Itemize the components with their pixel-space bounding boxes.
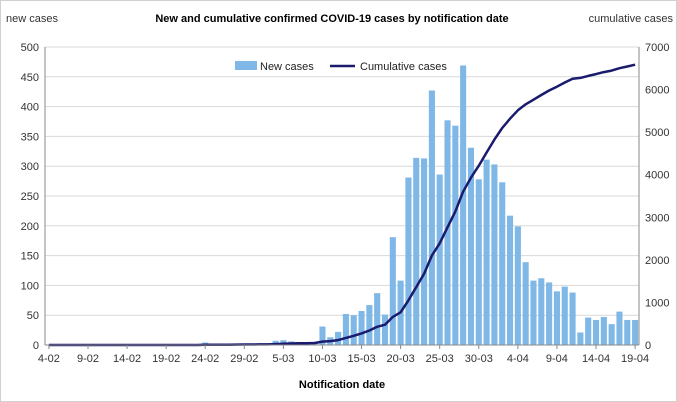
x-tick-label: 19-02 (152, 353, 180, 365)
x-tick-label: 9-04 (546, 353, 568, 365)
right-axis-label: cumulative cases (589, 13, 674, 25)
left-tick-label: 450 (21, 72, 39, 84)
bar-new-cases (460, 65, 467, 345)
bar-new-cases (538, 278, 545, 345)
bar-new-cases (467, 147, 475, 345)
bar-new-cases (358, 311, 365, 345)
x-tick-label: 30-03 (465, 353, 493, 365)
bar-new-cases (374, 293, 381, 345)
bar-new-cases (600, 316, 607, 345)
legend: New cases Cumulative cases (235, 61, 447, 73)
bar-new-cases (413, 157, 420, 345)
bar-new-cases (577, 332, 584, 345)
right-tick-label: 7000 (645, 42, 669, 54)
x-tick-label: 14-02 (113, 353, 141, 365)
right-axis-ticks: 0 1000 2000 3000 4000 5000 6000 7000 (645, 42, 669, 352)
left-tick-label: 200 (21, 221, 39, 233)
x-tick-label: 9-02 (77, 353, 99, 365)
bar-new-cases (444, 120, 451, 345)
bar-new-cases (428, 90, 435, 346)
bar-new-cases (342, 314, 349, 345)
left-tick-label: 350 (21, 131, 39, 143)
bar-new-cases (436, 174, 443, 345)
left-tick-label: 0 (33, 340, 39, 352)
bar-new-cases (569, 292, 576, 345)
bar-new-cases (350, 315, 357, 345)
legend-label-cumulative: Cumulative cases (360, 61, 447, 73)
axes (44, 47, 640, 346)
x-tick-label: 5-03 (272, 353, 294, 365)
chart-title: New and cumulative confirmed COVID-19 ca… (155, 13, 508, 25)
bar-new-cases (452, 125, 459, 345)
new-cases-bars (202, 65, 639, 346)
x-tick-label: 29-02 (230, 353, 258, 365)
bar-new-cases (522, 262, 529, 345)
bar-new-cases (514, 226, 521, 345)
left-tick-label: 500 (21, 42, 39, 54)
x-tick-label: 10-03 (308, 353, 336, 365)
bar-new-cases (335, 331, 342, 345)
x-tick-label: 25-03 (426, 353, 454, 365)
right-tick-label: 5000 (645, 127, 669, 139)
bar-new-cases (561, 286, 568, 345)
right-tick-label: 2000 (645, 255, 669, 267)
x-tick-label: 4-02 (38, 353, 60, 365)
left-tick-label: 50 (27, 310, 39, 322)
bar-new-cases (475, 179, 482, 345)
x-tick-label: 15-03 (347, 353, 375, 365)
right-tick-label: 6000 (645, 85, 669, 97)
bar-new-cases (499, 182, 506, 345)
x-tick-label: 24-02 (191, 353, 219, 365)
left-tick-label: 300 (21, 161, 39, 173)
legend-swatch-new-cases (235, 61, 257, 70)
x-axis-label: Notification date (299, 379, 385, 391)
bar-new-cases (530, 280, 537, 345)
bar-new-cases (381, 314, 389, 345)
bar-new-cases (592, 319, 600, 345)
bar-new-cases (585, 317, 592, 345)
left-tick-label: 400 (21, 102, 39, 114)
bar-new-cases (421, 158, 428, 345)
bar-new-cases (389, 237, 396, 345)
left-tick-label: 100 (21, 280, 39, 292)
bar-new-cases (624, 319, 631, 345)
bar-new-cases (546, 282, 553, 345)
x-tick-label: 19-04 (621, 353, 649, 365)
bar-new-cases (616, 311, 623, 345)
right-tick-label: 1000 (645, 297, 669, 309)
bar-new-cases (608, 324, 615, 345)
right-tick-label: 3000 (645, 212, 669, 224)
bar-new-cases (506, 215, 514, 345)
x-axis-ticks: 4-02 9-02 14-02 19-02 24-02 29-02 5-03 10-03 15-… (38, 345, 649, 365)
right-tick-label: 4000 (645, 170, 669, 182)
x-tick-label: 20-03 (387, 353, 415, 365)
left-axis-label: new cases (6, 13, 58, 25)
bar-new-cases (405, 177, 412, 345)
bar-new-cases (632, 319, 639, 345)
right-tick-label: 0 (645, 340, 651, 352)
x-tick-label: 14-04 (582, 353, 610, 365)
left-tick-label: 150 (21, 251, 39, 263)
left-tick-label: 250 (21, 191, 39, 203)
bar-new-cases (553, 291, 560, 345)
legend-label-new-cases: New cases (260, 61, 314, 73)
bar-new-cases (483, 159, 490, 345)
bar-new-cases (366, 305, 373, 345)
left-axis-ticks: 0 50 100 150 200 250 300 350 400 450 500 (21, 42, 39, 352)
bar-new-cases (491, 164, 498, 345)
bar-new-cases (319, 326, 326, 345)
x-tick-label: 4-04 (507, 353, 529, 365)
